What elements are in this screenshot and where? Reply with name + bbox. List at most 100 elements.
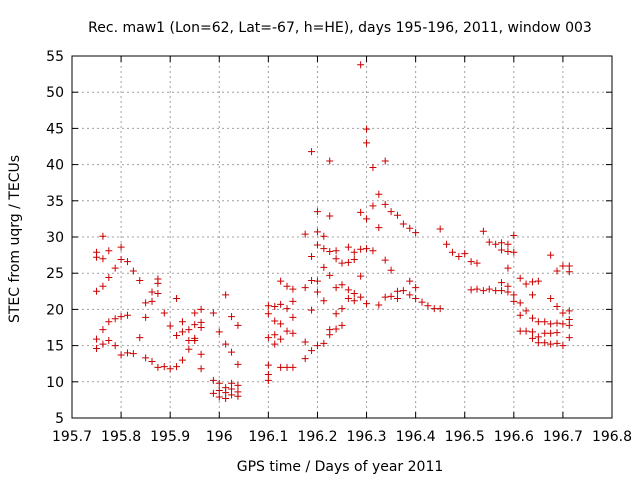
data-point bbox=[332, 325, 340, 333]
data-point bbox=[528, 278, 536, 286]
data-point bbox=[541, 318, 549, 326]
data-point bbox=[301, 230, 309, 238]
data-point bbox=[528, 314, 536, 322]
data-point bbox=[209, 376, 217, 384]
data-point bbox=[522, 307, 530, 315]
data-point bbox=[510, 297, 518, 305]
data-point bbox=[534, 318, 542, 326]
data-point bbox=[197, 324, 205, 331]
data-point bbox=[117, 351, 125, 359]
data-point bbox=[93, 253, 101, 261]
data-point bbox=[406, 277, 414, 285]
data-point bbox=[338, 305, 346, 313]
data-point bbox=[504, 240, 512, 248]
data-point bbox=[209, 309, 217, 317]
data-point bbox=[528, 334, 536, 342]
data-points bbox=[93, 61, 573, 402]
data-point bbox=[504, 264, 512, 272]
data-point bbox=[105, 247, 113, 255]
data-point bbox=[436, 225, 444, 233]
data-point bbox=[277, 277, 285, 285]
data-point bbox=[547, 251, 555, 259]
data-point bbox=[375, 224, 383, 232]
data-point bbox=[504, 247, 512, 255]
data-point bbox=[393, 295, 401, 303]
data-point bbox=[485, 285, 493, 293]
data-point bbox=[301, 355, 309, 363]
data-point bbox=[99, 232, 107, 240]
data-point bbox=[228, 348, 236, 356]
data-point bbox=[461, 250, 469, 258]
data-point bbox=[277, 320, 285, 328]
data-point bbox=[387, 266, 395, 274]
data-point bbox=[522, 280, 530, 288]
y-tick-label: 35 bbox=[46, 194, 64, 210]
data-point bbox=[289, 363, 297, 371]
data-point bbox=[93, 335, 101, 343]
data-point bbox=[111, 342, 119, 350]
data-point bbox=[117, 243, 125, 251]
data-point bbox=[142, 354, 150, 362]
data-point bbox=[516, 274, 524, 282]
data-point bbox=[350, 255, 358, 263]
data-point bbox=[215, 386, 223, 394]
data-point bbox=[332, 247, 340, 255]
data-point bbox=[234, 392, 242, 400]
data-point bbox=[136, 334, 144, 342]
y-axis-title: STEC from uqrg / TECUs bbox=[7, 155, 23, 323]
data-point bbox=[185, 326, 193, 334]
data-point bbox=[173, 363, 181, 371]
x-tick-label: 195.7 bbox=[52, 429, 92, 445]
data-point bbox=[117, 255, 125, 263]
x-tick-label: 196.7 bbox=[543, 429, 583, 445]
data-point bbox=[308, 253, 316, 261]
data-point bbox=[308, 276, 316, 284]
x-tick-label: 196.2 bbox=[297, 429, 337, 445]
data-point bbox=[412, 229, 420, 237]
data-point bbox=[326, 271, 334, 279]
data-point bbox=[320, 339, 328, 347]
chart-title: Rec. maw1 (Lon=62, Lat=-67, h=HE), days … bbox=[88, 20, 592, 36]
data-point bbox=[313, 208, 321, 216]
data-point bbox=[185, 345, 193, 353]
y-tick-label: 25 bbox=[46, 266, 64, 282]
data-point bbox=[178, 356, 186, 364]
data-point bbox=[553, 303, 561, 311]
data-point bbox=[264, 334, 272, 342]
data-point bbox=[559, 262, 567, 270]
data-point bbox=[510, 232, 518, 240]
data-point bbox=[338, 259, 346, 267]
data-point bbox=[185, 337, 193, 345]
data-point bbox=[541, 329, 549, 337]
data-point bbox=[498, 279, 506, 287]
data-point bbox=[99, 282, 107, 290]
data-point bbox=[301, 284, 309, 292]
data-point bbox=[234, 360, 242, 368]
x-tick-label: 195.8 bbox=[101, 429, 141, 445]
data-point bbox=[498, 246, 506, 254]
data-point bbox=[320, 232, 328, 240]
data-point bbox=[215, 393, 223, 401]
data-point bbox=[289, 313, 297, 321]
x-tick-label: 196.8 bbox=[592, 429, 632, 445]
data-point bbox=[547, 320, 555, 328]
y-tick-label: 30 bbox=[46, 230, 64, 246]
data-point bbox=[344, 258, 352, 266]
data-point bbox=[357, 245, 365, 253]
data-point bbox=[559, 309, 567, 317]
data-point bbox=[369, 163, 377, 171]
data-point bbox=[99, 255, 107, 263]
data-point bbox=[467, 258, 475, 266]
data-point bbox=[406, 224, 414, 232]
y-tick-label: 15 bbox=[46, 339, 64, 355]
data-point bbox=[99, 326, 107, 334]
data-point bbox=[166, 365, 174, 373]
data-point bbox=[277, 335, 285, 343]
data-point bbox=[320, 297, 328, 305]
data-point bbox=[344, 243, 352, 251]
data-point bbox=[326, 247, 334, 255]
data-point bbox=[178, 318, 186, 326]
data-point bbox=[289, 285, 297, 293]
data-point bbox=[553, 339, 561, 347]
data-point bbox=[565, 307, 573, 315]
